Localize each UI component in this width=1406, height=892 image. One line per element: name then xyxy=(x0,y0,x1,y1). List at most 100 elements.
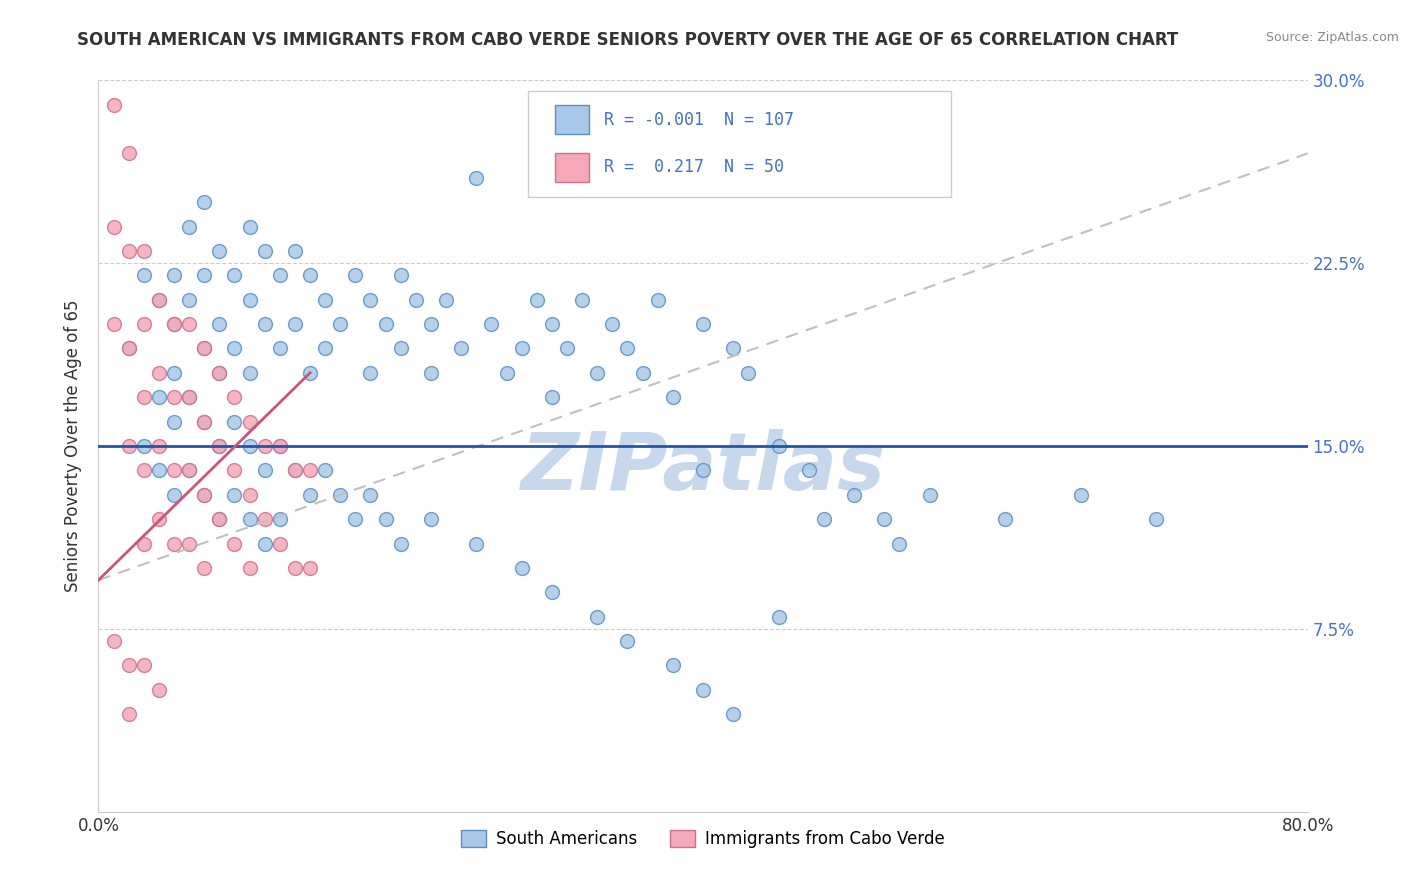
Point xyxy=(148,682,170,697)
Point xyxy=(103,634,125,648)
Point xyxy=(132,390,155,404)
Text: ZIPatlas: ZIPatlas xyxy=(520,429,886,507)
Point xyxy=(344,512,367,526)
Point xyxy=(797,463,820,477)
Point xyxy=(239,561,262,575)
Point xyxy=(374,317,396,331)
Point xyxy=(118,707,141,722)
Point xyxy=(132,536,155,550)
Point xyxy=(737,366,759,380)
Point xyxy=(208,439,231,453)
Point xyxy=(208,317,231,331)
Y-axis label: Seniors Poverty Over the Age of 65: Seniors Poverty Over the Age of 65 xyxy=(65,300,83,592)
Point xyxy=(239,366,262,380)
Point xyxy=(844,488,866,502)
Point xyxy=(148,293,170,307)
Point xyxy=(208,512,231,526)
Point xyxy=(540,317,562,331)
Point xyxy=(299,463,322,477)
Point xyxy=(193,415,215,429)
Point xyxy=(723,707,745,722)
Point xyxy=(269,439,291,453)
Point xyxy=(148,463,170,477)
Point xyxy=(692,463,714,477)
Point xyxy=(723,342,745,356)
Point xyxy=(994,512,1017,526)
Point xyxy=(193,488,215,502)
Point xyxy=(647,293,669,307)
Point xyxy=(602,317,624,331)
Point xyxy=(148,293,170,307)
Point xyxy=(360,293,382,307)
Point xyxy=(163,463,186,477)
Point xyxy=(344,268,367,283)
FancyBboxPatch shape xyxy=(555,105,589,135)
Legend: South Americans, Immigrants from Cabo Verde: South Americans, Immigrants from Cabo Ve… xyxy=(454,823,952,855)
Point xyxy=(284,561,307,575)
Point xyxy=(631,366,654,380)
Point xyxy=(616,634,638,648)
Point xyxy=(193,195,215,210)
Point xyxy=(253,317,276,331)
Point xyxy=(360,488,382,502)
Point xyxy=(179,390,201,404)
Point xyxy=(314,342,336,356)
Point xyxy=(193,415,215,429)
Point xyxy=(329,488,352,502)
Point xyxy=(148,439,170,453)
Point xyxy=(555,342,578,356)
Point xyxy=(148,366,170,380)
Point xyxy=(405,293,427,307)
Point xyxy=(465,536,488,550)
Point xyxy=(224,488,246,502)
Point xyxy=(768,439,790,453)
Text: R =  0.217  N = 50: R = 0.217 N = 50 xyxy=(603,158,785,177)
Point xyxy=(481,317,503,331)
Point xyxy=(269,512,291,526)
Point xyxy=(163,317,186,331)
Point xyxy=(239,293,262,307)
Point xyxy=(193,342,215,356)
Point xyxy=(253,536,276,550)
Text: R = -0.001  N = 107: R = -0.001 N = 107 xyxy=(603,111,794,128)
Text: Source: ZipAtlas.com: Source: ZipAtlas.com xyxy=(1265,31,1399,45)
FancyBboxPatch shape xyxy=(527,91,950,197)
Point xyxy=(163,390,186,404)
Point xyxy=(374,512,396,526)
Point xyxy=(179,219,201,234)
Point xyxy=(434,293,457,307)
Point xyxy=(269,536,291,550)
FancyBboxPatch shape xyxy=(555,153,589,182)
Point xyxy=(239,488,262,502)
Point xyxy=(420,317,443,331)
Point xyxy=(224,536,246,550)
Point xyxy=(510,561,533,575)
Point xyxy=(239,512,262,526)
Point xyxy=(389,268,412,283)
Point xyxy=(132,317,155,331)
Point xyxy=(179,463,201,477)
Point xyxy=(329,317,352,331)
Point xyxy=(299,268,322,283)
Point xyxy=(768,609,790,624)
Point xyxy=(239,219,262,234)
Point xyxy=(118,439,141,453)
Point xyxy=(163,536,186,550)
Point xyxy=(284,244,307,258)
Point xyxy=(495,366,517,380)
Point xyxy=(918,488,941,502)
Point xyxy=(389,342,412,356)
Point xyxy=(179,293,201,307)
Point xyxy=(661,658,683,673)
Point xyxy=(661,390,683,404)
Point xyxy=(1144,512,1167,526)
Point xyxy=(132,439,155,453)
Point xyxy=(163,488,186,502)
Point xyxy=(163,317,186,331)
Point xyxy=(873,512,896,526)
Point xyxy=(193,561,215,575)
Point xyxy=(314,293,336,307)
Point xyxy=(132,463,155,477)
Point xyxy=(284,317,307,331)
Point xyxy=(616,342,638,356)
